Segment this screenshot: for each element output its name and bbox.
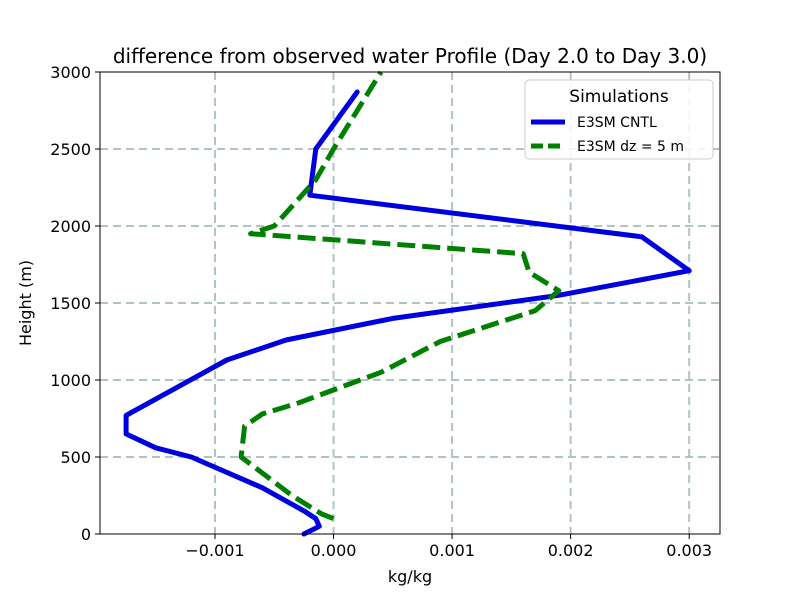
- x-tick-label: 0.001: [429, 541, 475, 560]
- series-line-1: [123, 89, 692, 537]
- legend-box: [524, 79, 714, 160]
- x-tick-label: 0.000: [311, 541, 357, 560]
- legend-label-1: E3SM CNTL: [577, 115, 657, 131]
- y-tick-label: 2000: [50, 217, 91, 236]
- legend-entries: E3SM CNTL E3SM dz = 5 m: [531, 115, 684, 155]
- legend-title: Simulations: [569, 87, 669, 107]
- series-layer: [123, 70, 692, 537]
- y-tick-label: 500: [60, 448, 91, 467]
- x-tick-label: −0.001: [185, 541, 244, 560]
- grid: [100, 72, 720, 534]
- y-tick-label: 3000: [50, 63, 91, 82]
- legend: Simulations E3SM CNTL E3SM dz = 5 m: [524, 79, 714, 160]
- chart-title: difference from observed water Profile (…: [113, 44, 707, 68]
- legend-label-2: E3SM dz = 5 m: [577, 139, 684, 155]
- y-axis-label: Height (m): [16, 260, 35, 346]
- y-tick-label: 0: [81, 525, 91, 544]
- y-tick-label: 1000: [50, 371, 91, 390]
- ticks: −0.001 0.000 0.001 0.002 0.003 0 500 1000 1500 20…: [50, 63, 712, 560]
- x-axis-label: kg/kg: [388, 567, 432, 586]
- y-tick-label: 2500: [50, 140, 91, 159]
- y-tick-label: 1500: [50, 294, 91, 313]
- x-tick-label: 0.003: [666, 541, 712, 560]
- x-tick-label: 0.002: [548, 541, 594, 560]
- series-line-2: [238, 70, 562, 521]
